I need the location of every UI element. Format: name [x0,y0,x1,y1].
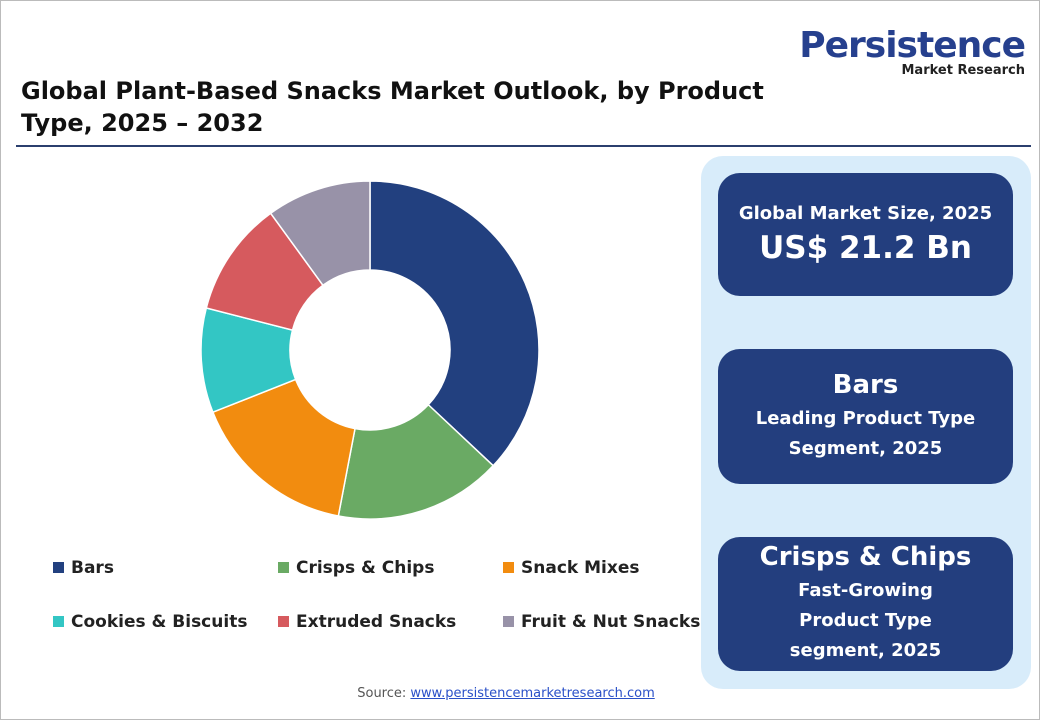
legend-swatch [503,562,514,573]
legend-label: Extruded Snacks [296,612,457,632]
slice [211,378,356,517]
legend-label: Fruit & Nut Snacks [521,612,701,632]
legend-item: Fruit & Nut Snacks [503,612,700,632]
legend-label: Snack Mixes [521,558,640,578]
logo: Persistence [799,25,1026,66]
legend-label: Crisps & Chips [296,558,435,578]
legend-item: Cookies & Biscuits [53,612,247,632]
legend-swatch [503,616,514,627]
slice [269,180,371,287]
legend-item: Extruded Snacks [278,612,456,632]
slice [337,403,495,520]
legend-item: Crisps & Chips [278,558,434,578]
card-text: Leading Product Type Segment, 2025 [755,407,976,459]
chart-title: Global Plant-Based Snacks Market Outlook… [21,77,764,137]
logo-tagline: Market Research [901,63,1026,78]
legend-label: Cookies & Biscuits [71,612,248,632]
source-link[interactable]: www.persistencemarketresearch.com [410,686,655,701]
divider [16,145,1031,147]
card-heading: Crisps & Chips [759,542,972,572]
legend-item: Snack Mixes [503,558,639,578]
legend-swatch [53,562,64,573]
legend-swatch [278,562,289,573]
legend-swatch [278,616,289,627]
card: Bars Leading Product Type Segment, 2025 [718,349,1013,484]
card-heading: Bars [832,369,899,400]
card-heading: Global Market Size, 2025 [738,203,993,224]
source: Source: www.persistencemarketresearch.co… [1,686,1011,701]
card-value: US$ 21.2 Bn [759,230,972,266]
slice [369,180,540,467]
chart [200,180,540,520]
card-text: Fast-Growing Product Type segment, 2025 [789,580,942,661]
source-label: Source: [357,686,407,701]
card: Global Market Size, 2025 US$ 21.2 Bn [718,173,1013,296]
card: Crisps & Chips Fast-Growing Product Type… [718,537,1013,671]
legend-label: Bars [71,558,114,578]
legend-item: Bars [53,558,114,578]
legend-swatch [53,616,64,627]
